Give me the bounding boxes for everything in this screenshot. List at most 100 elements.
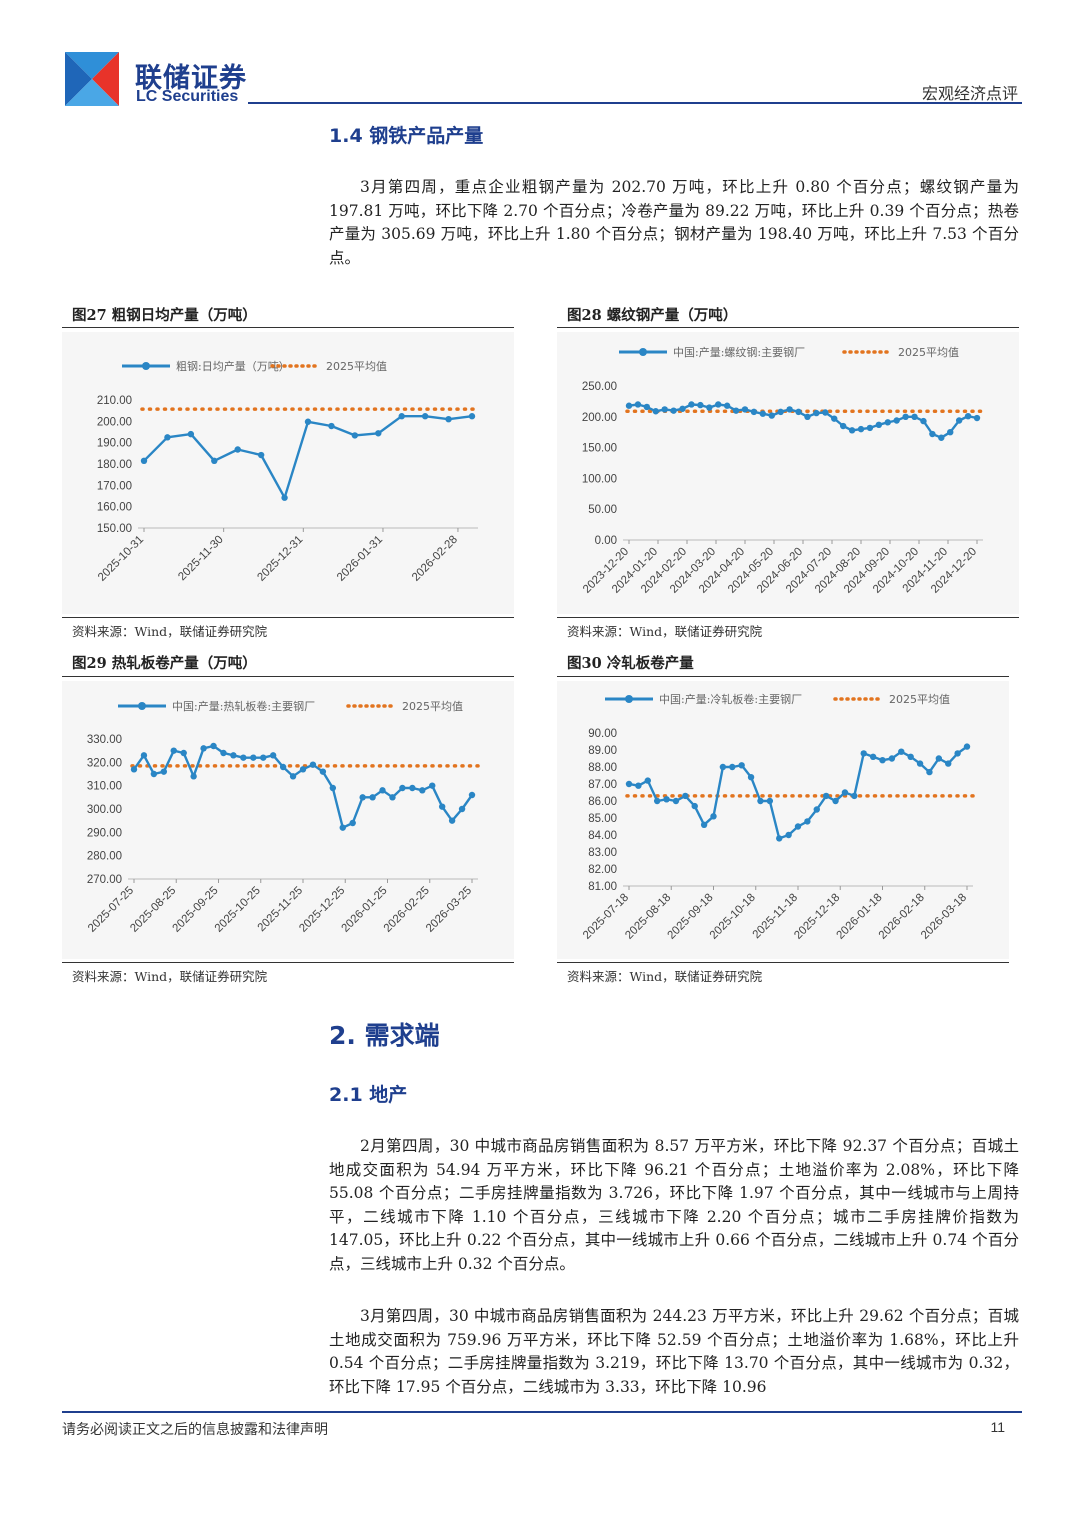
fig30-chart: 中国:产量:冷轧板卷:主要钢厂 2025平均值 81.00 82.00 83.00 84.… bbox=[557, 681, 1009, 959]
y-tick-label: 200.00 bbox=[97, 416, 132, 428]
data-point bbox=[879, 757, 886, 764]
data-point bbox=[741, 406, 749, 413]
legend-marker-main bbox=[625, 695, 633, 703]
data-point bbox=[180, 749, 187, 757]
data-point bbox=[670, 407, 677, 414]
y-tick-label: 90.00 bbox=[588, 728, 617, 740]
data-point bbox=[929, 430, 936, 438]
data-point bbox=[652, 408, 659, 415]
data-point bbox=[832, 797, 839, 805]
legend-label-average: 2025平均值 bbox=[326, 360, 387, 373]
data-point bbox=[935, 755, 943, 762]
data-point bbox=[776, 835, 783, 842]
data-point bbox=[230, 752, 237, 759]
y-tick-label: 50.00 bbox=[588, 504, 617, 516]
data-point bbox=[697, 401, 704, 409]
data-point bbox=[831, 415, 838, 422]
brand-name-cn: 联储证券 bbox=[135, 63, 247, 94]
y-tick-label: 320.00 bbox=[87, 757, 122, 769]
data-point bbox=[857, 425, 865, 433]
legend-label-main: 粗钢:日均产量（万吨） bbox=[176, 359, 290, 373]
data-point bbox=[289, 773, 297, 780]
fig28-title: 图28 螺纹钢产量（万吨） bbox=[567, 307, 738, 324]
y-tick-label: 180.00 bbox=[97, 459, 132, 471]
data-point bbox=[351, 432, 359, 439]
fig28-chart: 中国:产量:螺纹钢:主要钢厂 2025平均值 0.00 50.00 100.00 150.… bbox=[557, 332, 1019, 614]
legend-marker-main bbox=[142, 362, 150, 370]
data-point bbox=[140, 457, 148, 464]
data-point bbox=[653, 797, 661, 805]
y-tick-label: 150.00 bbox=[97, 523, 132, 535]
data-point bbox=[688, 401, 695, 408]
data-point bbox=[841, 789, 849, 796]
data-point bbox=[729, 763, 736, 771]
data-point bbox=[732, 407, 740, 414]
data-point bbox=[634, 401, 642, 408]
data-point bbox=[902, 413, 909, 420]
fig29-chart: 中国:产量:热轧板卷:主要钢厂 2025平均值 270.00 280.00 290.00… bbox=[62, 681, 514, 959]
data-point bbox=[682, 792, 689, 800]
x-tick-label: 2026-02-28 bbox=[410, 534, 460, 584]
data-point bbox=[359, 794, 366, 801]
fig30-source: 资料来源：Wind，联储证券研究院 bbox=[567, 969, 763, 984]
data-point bbox=[429, 782, 436, 789]
section-title-2-1: 2.1 地产 bbox=[329, 1084, 408, 1106]
brand-name-en: LC Securities bbox=[136, 88, 239, 105]
y-tick-label: 290.00 bbox=[87, 827, 122, 839]
data-point bbox=[715, 401, 722, 408]
fig28-title-rule bbox=[557, 327, 1019, 328]
x-tick-label: 2025-12-31 bbox=[255, 534, 305, 584]
data-point bbox=[328, 422, 335, 430]
data-point bbox=[399, 784, 406, 792]
x-tick-label: 2025-10-18 bbox=[708, 892, 758, 942]
fig27-source: 资料来源：Wind，联储证券研究院 bbox=[72, 624, 268, 639]
data-point bbox=[661, 406, 668, 413]
data-point bbox=[150, 770, 158, 778]
data-point bbox=[804, 818, 811, 825]
data-point bbox=[813, 806, 820, 813]
y-tick-label: 83.00 bbox=[588, 847, 617, 859]
y-tick-label: 200.00 bbox=[582, 412, 617, 424]
fig29-bottom-rule bbox=[62, 962, 514, 963]
section-1-4-paragraph: 3月第四周，重点企业粗钢产量为 202.70 万吨，环比上升 0.80 个百分点… bbox=[329, 178, 1019, 267]
y-tick-label: 170.00 bbox=[97, 480, 132, 492]
data-point bbox=[888, 755, 896, 762]
data-point bbox=[926, 768, 933, 776]
x-tick-label: 2025-10-31 bbox=[96, 534, 146, 584]
legend-label-main: 中国:产量:热轧板卷:主要钢厂 bbox=[172, 699, 315, 713]
legend-marker-main bbox=[639, 348, 647, 356]
data-point bbox=[309, 761, 317, 768]
data-point bbox=[234, 446, 241, 453]
data-point bbox=[164, 434, 171, 441]
data-point bbox=[379, 787, 386, 794]
data-point bbox=[421, 413, 429, 420]
data-point bbox=[369, 794, 376, 801]
data-point bbox=[786, 406, 793, 413]
y-tick-label: 84.00 bbox=[588, 830, 617, 842]
y-tick-label: 190.00 bbox=[97, 438, 132, 450]
series-line-main bbox=[628, 403, 978, 439]
x-tick-label: 2026-01-31 bbox=[335, 534, 385, 584]
data-point bbox=[625, 402, 633, 409]
data-point bbox=[250, 754, 257, 761]
data-point bbox=[860, 750, 867, 757]
y-tick-label: 250.00 bbox=[582, 381, 617, 393]
data-point bbox=[349, 819, 356, 827]
data-point bbox=[804, 413, 811, 420]
data-point bbox=[329, 784, 337, 792]
data-point bbox=[839, 422, 847, 430]
data-point bbox=[869, 753, 877, 760]
data-point bbox=[738, 762, 745, 769]
data-point bbox=[375, 430, 382, 437]
data-point bbox=[920, 417, 927, 425]
data-point bbox=[679, 405, 686, 412]
data-point bbox=[747, 774, 755, 781]
data-point bbox=[419, 787, 426, 794]
fig28-source: 资料来源：Wind，联储证券研究院 bbox=[567, 624, 763, 639]
data-point bbox=[319, 768, 327, 775]
data-point bbox=[785, 831, 792, 839]
legend-label-main: 中国:产量:螺纹钢:主要钢厂 bbox=[673, 345, 805, 359]
data-point bbox=[299, 766, 307, 773]
y-tick-label: 160.00 bbox=[97, 502, 132, 514]
y-tick-label: 330.00 bbox=[87, 734, 122, 746]
